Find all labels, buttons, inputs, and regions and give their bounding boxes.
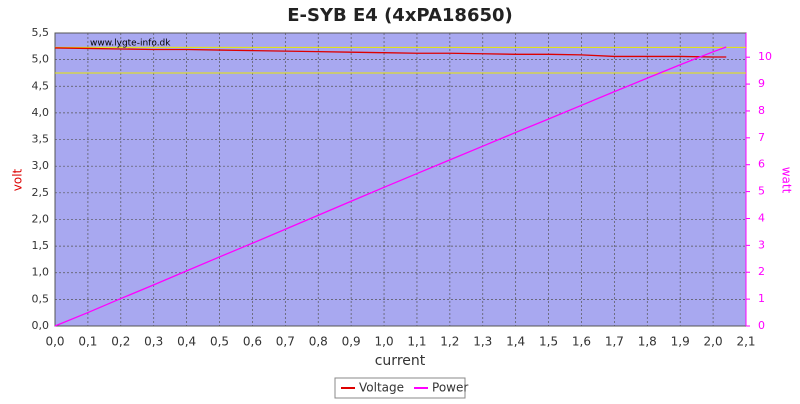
y-tick-label: 3,0 xyxy=(32,159,50,172)
x-tick-label: 0,0 xyxy=(45,335,64,349)
y-tick-label: 4,0 xyxy=(32,106,50,119)
x-tick-label: 0,6 xyxy=(243,335,262,349)
y-tick-label: 0,0 xyxy=(32,319,50,332)
y-tick-label: 4,5 xyxy=(32,79,50,92)
line-series xyxy=(54,47,727,58)
y2-tick-label: 0 xyxy=(758,319,765,332)
legend-label: Voltage xyxy=(359,381,404,395)
y-tick-label: 0,5 xyxy=(32,292,50,305)
y2-tick-label: 5 xyxy=(758,185,765,198)
y-tick-label: 1,0 xyxy=(32,266,50,279)
x-tick-label: 0,4 xyxy=(177,335,196,349)
y2-axis-label: watt xyxy=(780,167,794,194)
y2-tick-label: 4 xyxy=(758,211,765,224)
chart-title: E-SYB E4 (4xPA18650) xyxy=(287,5,513,26)
x-tick-label: 1,4 xyxy=(506,335,525,349)
y2-tick-label: 7 xyxy=(758,131,765,144)
x-tick-label: 0,9 xyxy=(342,335,361,349)
x-tick-label: 1,2 xyxy=(440,335,459,349)
annotation: www.lygte-info.dk xyxy=(90,39,171,49)
x-tick-label: 0,5 xyxy=(210,335,229,349)
x-tick-label: 2,1 xyxy=(736,335,755,349)
y2-tick-label: 9 xyxy=(758,77,765,90)
x-tick-label: 1,7 xyxy=(605,335,624,349)
y-tick-label: 5,5 xyxy=(32,26,50,39)
x-tick-label: 2,0 xyxy=(704,335,723,349)
x-tick-label: 1,9 xyxy=(671,335,690,349)
y2-tick-label: 8 xyxy=(758,104,765,117)
y2-tick-label: 3 xyxy=(758,238,765,251)
line-series xyxy=(54,46,727,327)
y2-tick-label: 1 xyxy=(758,292,765,305)
legend-label: Power xyxy=(432,381,468,395)
y-tick-label: 2,0 xyxy=(32,212,50,225)
y-tick-label: 2,5 xyxy=(32,186,50,199)
y2-tick-label: 2 xyxy=(758,265,765,278)
y-tick-label: 5,0 xyxy=(32,53,50,66)
x-tick-label: 0,2 xyxy=(111,335,130,349)
x-tick-label: 0,3 xyxy=(144,335,163,349)
plot-area xyxy=(54,32,747,327)
y-tick-label: 1,5 xyxy=(32,239,50,252)
legend-box xyxy=(334,377,466,399)
x-axis-label: current xyxy=(375,353,426,369)
x-tick-label: 1,3 xyxy=(473,335,492,349)
y-tick-label: 3,5 xyxy=(32,133,50,146)
x-tick-label: 0,1 xyxy=(78,335,97,349)
x-tick-label: 1,0 xyxy=(375,335,394,349)
x-tick-label: 0,8 xyxy=(309,335,328,349)
y-axis-label: volt xyxy=(11,168,25,191)
x-tick-label: 1,8 xyxy=(638,335,657,349)
y2-tick-label: 10 xyxy=(758,50,772,63)
x-tick-label: 1,6 xyxy=(572,335,591,349)
y2-tick-label: 6 xyxy=(758,158,765,171)
x-tick-label: 0,7 xyxy=(276,335,295,349)
x-tick-label: 1,5 xyxy=(539,335,558,349)
x-tick-label: 1,1 xyxy=(407,335,426,349)
